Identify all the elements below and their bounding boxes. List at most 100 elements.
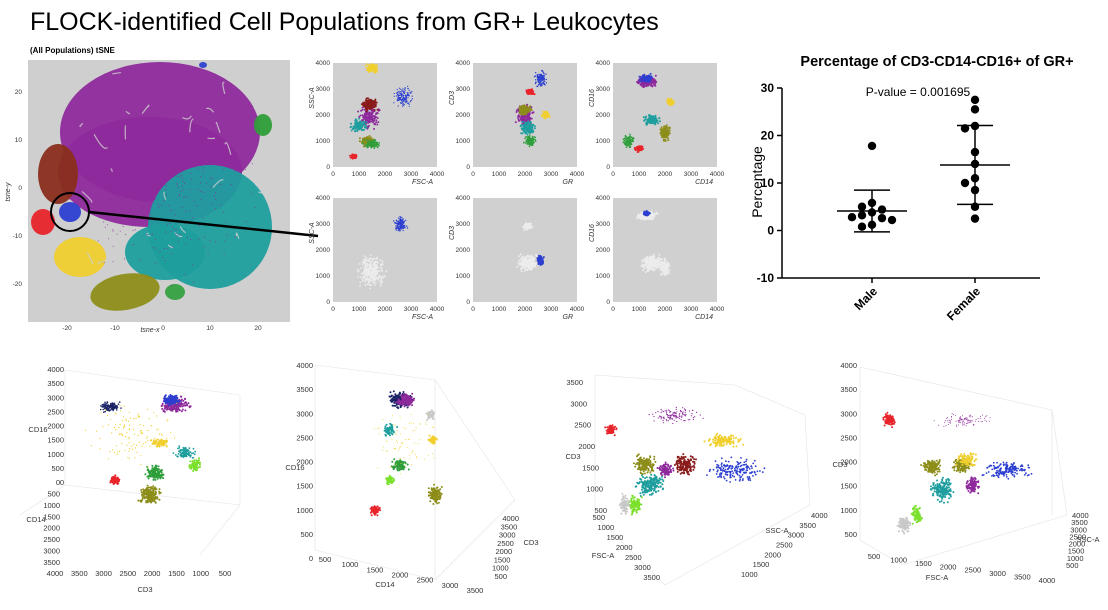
tsne-x-label: tsne-x xyxy=(140,327,160,334)
point-cloud xyxy=(163,394,182,407)
y-tick: 0 xyxy=(466,299,470,306)
x-tick: 4000 xyxy=(710,306,725,313)
dotplot-title: Percentage of CD3-CD14-CD16+ of GR+ xyxy=(800,54,1073,70)
y-tick: 1000 xyxy=(316,273,331,280)
x-tick: 4000 xyxy=(570,306,585,313)
z-tick: 1000 xyxy=(43,501,60,510)
tsne-x-tick: -10 xyxy=(110,325,120,332)
z-tick: 500 xyxy=(1066,561,1079,570)
data-point xyxy=(970,121,980,131)
y-tick: 0 xyxy=(606,164,610,171)
x-tick: 0 xyxy=(471,306,475,313)
left-axis-label: CD3 xyxy=(565,452,580,461)
data-point xyxy=(867,198,877,208)
point-cloud xyxy=(965,476,981,495)
data-point xyxy=(867,208,877,217)
data-point xyxy=(970,174,980,183)
y-tick: 2000 xyxy=(316,112,331,119)
x-tick: 3500 xyxy=(71,569,88,578)
z-tick: 1000 xyxy=(741,570,758,579)
point-cloud xyxy=(882,411,896,429)
x-tick: 3000 xyxy=(404,171,419,178)
y-tick: 3500 xyxy=(47,379,64,388)
y-tick: 0 xyxy=(60,478,64,487)
point-cloud xyxy=(360,97,379,113)
point-cloud xyxy=(604,424,618,437)
left-axis-label: CD16 xyxy=(28,425,47,434)
x-tick: 2000 xyxy=(392,571,409,580)
x-tick: 3500 xyxy=(1014,573,1031,582)
point-cloud xyxy=(981,461,1033,480)
point-cloud xyxy=(648,406,704,425)
point-cloud xyxy=(394,392,415,408)
point-cloud xyxy=(632,453,657,475)
point-cloud xyxy=(522,134,537,148)
y-tick-label: 20 xyxy=(761,129,775,143)
bottom-axis-label: FSC-A xyxy=(592,551,615,560)
point-cloud xyxy=(362,138,381,149)
point-cloud xyxy=(642,114,661,126)
y-axis-label: CD3 xyxy=(449,91,456,105)
point-cloud xyxy=(369,505,382,517)
z-tick: 4000 xyxy=(811,511,828,520)
x-tick: 1000 xyxy=(352,306,367,313)
tsne-x-ticks: -20 -10 0 10 20 xyxy=(62,325,262,332)
point-cloud xyxy=(385,474,395,486)
tsne-x-tick: 20 xyxy=(254,325,262,332)
y-tick: 4000 xyxy=(456,60,471,67)
data-point xyxy=(857,211,867,220)
data-point xyxy=(970,147,980,157)
x-tick: 4000 xyxy=(47,569,64,578)
y-tick: 3500 xyxy=(840,385,857,394)
y-tick: 2000 xyxy=(578,442,595,451)
point-cloud xyxy=(638,72,653,83)
x-tick: 2000 xyxy=(658,306,673,313)
x-tick: 3000 xyxy=(442,581,459,590)
y-tick-label: -10 xyxy=(757,271,775,285)
x-tick: 4000 xyxy=(430,306,445,313)
x-tick: 4000 xyxy=(570,171,585,178)
y-tick: 4000 xyxy=(316,60,331,67)
y-tick: 2000 xyxy=(840,458,857,467)
x-axis-label: CD14 xyxy=(695,179,713,186)
x-tick: 3000 xyxy=(95,569,112,578)
z-tick: 1500 xyxy=(753,560,770,569)
point-cloud xyxy=(427,434,438,445)
percentage-dot-plot: Percentage of CD3-CD14-CD16+ of GR+ Perc… xyxy=(749,54,1074,323)
point-cloud xyxy=(540,110,551,120)
point-cloud xyxy=(364,63,379,74)
point-cloud xyxy=(356,254,388,290)
point-cloud xyxy=(955,452,978,467)
point-cloud xyxy=(99,401,122,413)
point-cloud xyxy=(920,459,942,477)
x-tick: 2000 xyxy=(658,171,673,178)
z-tick: 3000 xyxy=(499,531,516,540)
data-point xyxy=(970,214,980,223)
x-tick: 4000 xyxy=(430,171,445,178)
y-tick: 0 xyxy=(466,164,470,171)
right-axis-label: SSC-A xyxy=(766,526,789,535)
y-tick: 1500 xyxy=(296,482,313,491)
z-tick: 3000 xyxy=(1070,525,1087,534)
point-cloud xyxy=(618,492,631,515)
data-point xyxy=(970,202,980,211)
x-tick: 1500 xyxy=(168,569,185,578)
point-cloud xyxy=(628,494,643,516)
point-cloud xyxy=(933,413,991,427)
y-tick: 0 xyxy=(326,164,330,171)
x-tick: 1000 xyxy=(492,171,507,178)
x-tick: 3000 xyxy=(544,171,559,178)
point-cloud xyxy=(84,402,178,468)
x-tick: 2000 xyxy=(518,306,533,313)
tsne-x-tick: 0 xyxy=(161,325,165,332)
y-tick: 3000 xyxy=(456,221,471,228)
y-tick: 3000 xyxy=(316,221,331,228)
y-tick: 3000 xyxy=(296,409,313,418)
x-tick: 2000 xyxy=(378,306,393,313)
y-axis-label: SSC-A xyxy=(309,87,316,109)
cluster-blue xyxy=(59,202,81,222)
point-cloud xyxy=(633,145,645,153)
y-tick: 4000 xyxy=(596,195,611,202)
y-tick: 1000 xyxy=(596,138,611,145)
grid xyxy=(594,374,811,586)
